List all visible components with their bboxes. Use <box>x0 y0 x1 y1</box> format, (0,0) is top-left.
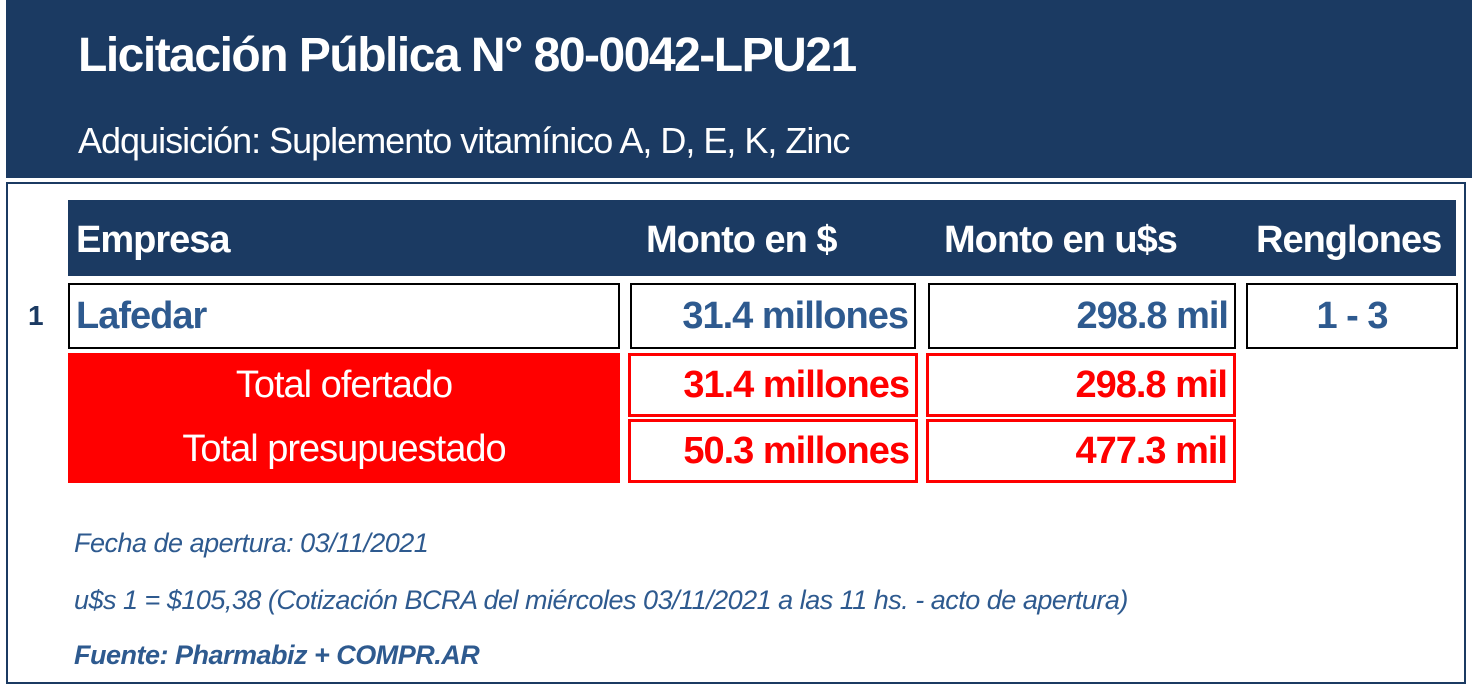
column-header-monto-usd: Monto en u$s <box>944 219 1178 261</box>
cotizacion-note: u$s 1 = $105,38 (Cotización BCRA del mié… <box>74 585 1128 615</box>
page-subtitle: Adquisición: Suplemento vitamínico A, D,… <box>78 120 850 161</box>
fecha-apertura-note: Fecha de apertura: 03/11/2021 <box>74 528 429 558</box>
column-header-monto-pesos: Monto en $ <box>646 219 838 261</box>
total-ofertado-pesos: 31.4 millones <box>628 353 918 417</box>
fuente-note: Fuente: Pharmabiz + COMPR.AR <box>74 640 480 670</box>
cell-monto-usd: 298.8 mil <box>928 283 1236 349</box>
column-header-renglones: Renglones <box>1256 219 1442 261</box>
row-number: 1 <box>28 300 44 331</box>
total-ofertado-label: Total ofertado <box>235 364 453 406</box>
cell-empresa: Lafedar <box>68 283 620 349</box>
cell-renglones: 1 - 3 <box>1246 283 1458 349</box>
header-banner: Licitación Pública N° 80-0042-LPU21 Adqu… <box>6 0 1472 178</box>
total-ofertado-usd: 298.8 mil <box>926 353 1236 417</box>
page-title: Licitación Pública N° 80-0042-LPU21 <box>78 29 857 82</box>
cell-monto-pesos: 31.4 millones <box>630 283 916 349</box>
content-panel <box>6 182 1466 684</box>
monto-pesos-value: 31.4 millones <box>682 295 909 337</box>
total-presupuestado-pesos: 50.3 millones <box>628 419 918 483</box>
renglones-value: 1 - 3 <box>1316 295 1388 337</box>
totals-label-box <box>68 353 620 483</box>
total-presupuestado-label: Total presupuestado <box>182 428 506 470</box>
empresa-name: Lafedar <box>76 295 207 337</box>
total-presupuestado-usd: 477.3 mil <box>926 419 1236 483</box>
table-header <box>68 200 1456 276</box>
monto-usd-value: 298.8 mil <box>1076 295 1229 337</box>
column-header-empresa: Empresa <box>76 219 231 261</box>
